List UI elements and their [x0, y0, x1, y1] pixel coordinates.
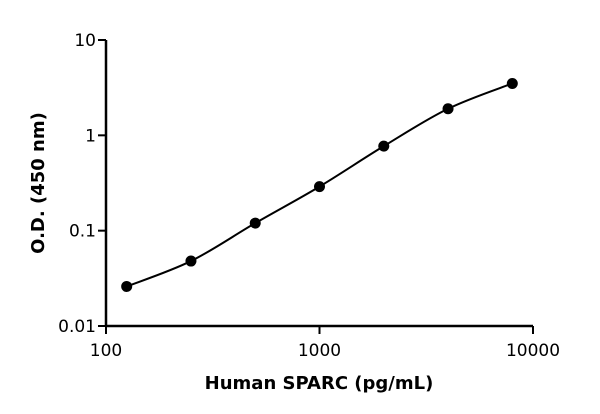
x-axis-title: Human SPARC (pg/mL) [205, 373, 434, 394]
y-axis-title: O.D. (450 nm) [28, 112, 49, 254]
data-point [121, 280, 133, 292]
x-tick-label: 100 [90, 341, 122, 361]
x-tick-label: 1000 [298, 341, 341, 361]
data-point [314, 181, 325, 193]
y-tick-label: 0.01 [58, 317, 96, 337]
data-point [185, 255, 197, 267]
y-tick-label: 0.1 [69, 222, 96, 242]
data-point [378, 140, 390, 152]
y-tick-label: 1 [85, 126, 96, 146]
data-point [249, 217, 261, 229]
y-tick-label: 10 [74, 31, 96, 51]
data-point [506, 77, 518, 89]
x-tick-label: 10000 [506, 341, 560, 361]
data-point [442, 103, 454, 115]
